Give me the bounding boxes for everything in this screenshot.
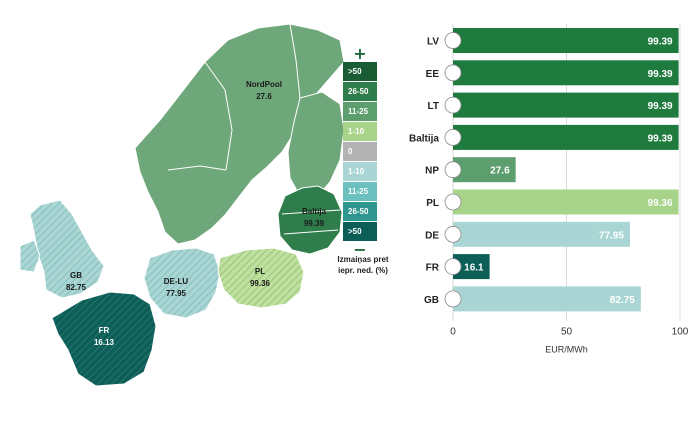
region-nordpool[interactable] bbox=[134, 23, 345, 245]
region-fr[interactable] bbox=[51, 291, 157, 387]
flag-icon-0 bbox=[444, 32, 462, 49]
flag-icon-1 bbox=[444, 64, 462, 82]
flag-icon-7 bbox=[444, 258, 462, 276]
europe-price-map: NordPool 27.6 Baltija 99.39 GB 82.75 DE-… bbox=[19, 23, 345, 387]
category-label-8: GB bbox=[424, 295, 439, 306]
legend-item-6: 11-25 bbox=[343, 182, 377, 201]
flag-icon-2 bbox=[444, 96, 462, 114]
map-value-delu: 77.95 bbox=[166, 289, 187, 298]
map-value-nordpool: 27.6 bbox=[256, 92, 272, 101]
value-label-3: 99.39 bbox=[648, 133, 673, 144]
bar-8 bbox=[453, 286, 641, 312]
bar-5 bbox=[453, 189, 679, 215]
category-label-4: NP bbox=[425, 166, 439, 177]
x-tick-label-2: 100 bbox=[672, 327, 689, 338]
legend-item-5: 1-10 bbox=[343, 162, 377, 181]
flag-icon-6 bbox=[444, 225, 462, 243]
legend-item-7: 26-50 bbox=[343, 202, 377, 221]
region-ireland bbox=[19, 239, 41, 273]
region-delu[interactable] bbox=[143, 247, 221, 319]
region-gb[interactable] bbox=[29, 199, 105, 299]
category-label-6: DE bbox=[425, 230, 439, 241]
legend-item-0: >50 bbox=[343, 62, 377, 81]
legend-caption: Izmaiņas pret iepr. ned. (%) bbox=[328, 254, 398, 276]
region-pl[interactable] bbox=[217, 247, 305, 309]
map-value-baltija: 99.39 bbox=[304, 219, 325, 228]
flag-icon-4 bbox=[444, 161, 462, 179]
legend-caption-line2: iepr. ned. (%) bbox=[338, 266, 388, 275]
value-label-7: 16.1 bbox=[464, 263, 484, 274]
legend-item-1: 26-50 bbox=[343, 82, 377, 101]
region-baltija[interactable] bbox=[277, 185, 343, 255]
legend-plus-sign: + bbox=[353, 44, 367, 63]
map-value-fr: 16.13 bbox=[94, 338, 115, 347]
legend-minus-sign: − bbox=[353, 240, 367, 259]
value-label-8: 82.75 bbox=[610, 295, 635, 306]
legend-item-3: 1-10 bbox=[343, 122, 377, 141]
bar-3 bbox=[453, 124, 679, 150]
legend-item-4: 0 bbox=[343, 142, 377, 161]
flag-icon-8 bbox=[444, 290, 462, 308]
x-axis-label: EUR/MWh bbox=[545, 345, 588, 355]
category-label-3: Baltija bbox=[409, 133, 439, 144]
x-tick-label-1: 50 bbox=[561, 327, 573, 338]
category-label-7: FR bbox=[426, 263, 440, 274]
value-label-5: 99.36 bbox=[648, 198, 673, 209]
bar-2 bbox=[453, 92, 679, 118]
category-label-1: EE bbox=[426, 69, 440, 80]
map-label-pl: PL bbox=[255, 267, 265, 276]
value-label-4: 27.6 bbox=[490, 166, 510, 177]
value-label-1: 99.39 bbox=[648, 69, 673, 80]
category-label-2: LT bbox=[428, 101, 439, 112]
map-value-pl: 99.36 bbox=[250, 279, 271, 288]
x-tick-label-0: 0 bbox=[450, 327, 456, 338]
map-value-gb: 82.75 bbox=[66, 283, 87, 292]
map-label-baltija: Baltija bbox=[302, 207, 327, 216]
legend-item-2: 11-25 bbox=[343, 102, 377, 121]
flag-icon-5 bbox=[444, 193, 462, 211]
map-label-delu: DE-LU bbox=[164, 277, 189, 286]
legend-caption-line1: Izmaiņas pret bbox=[337, 255, 389, 264]
category-label-5: PL bbox=[426, 198, 439, 209]
map-label-fr: FR bbox=[99, 326, 110, 335]
legend-item-8: >50 bbox=[343, 222, 377, 241]
value-label-0: 99.39 bbox=[648, 37, 673, 48]
map-label-gb: GB bbox=[70, 271, 82, 280]
value-label-6: 77.95 bbox=[599, 230, 624, 241]
bar-6 bbox=[453, 221, 630, 247]
bar-0 bbox=[453, 28, 679, 53]
price-bar-chart: 0 50 100 EUR/MWh LV 99.39 EE 99.39 LT 99.39 Baltij… bbox=[409, 24, 689, 355]
value-label-2: 99.39 bbox=[648, 101, 673, 112]
flag-icon-3 bbox=[444, 129, 462, 146]
map-label-nordpool: NordPool bbox=[246, 80, 282, 89]
bar-1 bbox=[453, 60, 679, 86]
bar-4 bbox=[453, 157, 516, 183]
change-legend: + >50 26-50 11-25 1-10 0 1-10 11-25 26-50 >50 − bbox=[343, 46, 377, 258]
category-label-0: LV bbox=[427, 37, 439, 48]
